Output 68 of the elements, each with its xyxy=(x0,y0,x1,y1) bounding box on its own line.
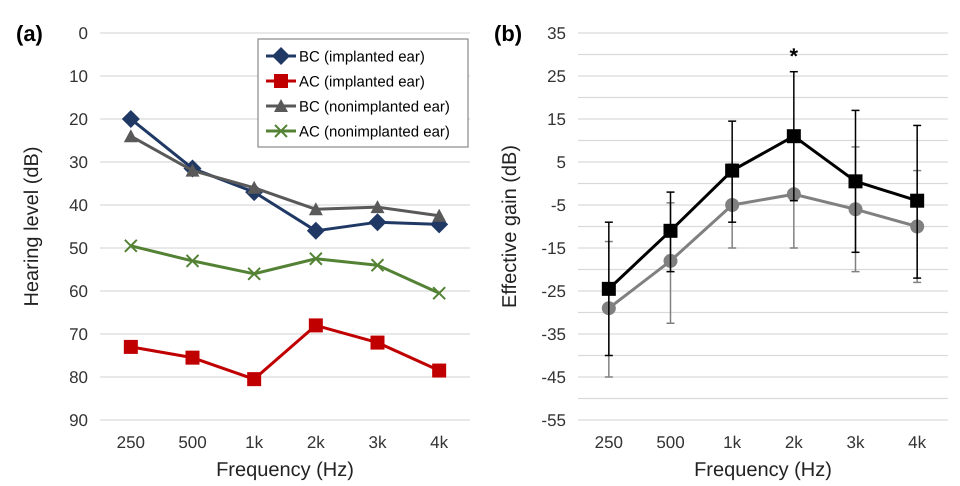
y-axis-title: Effective gain (dB) xyxy=(499,144,521,308)
legend-label: AC (nonimplanted ear) xyxy=(299,123,450,140)
point xyxy=(124,129,138,142)
y-tick-label: -55 xyxy=(541,410,566,430)
x-tick-label: 1k xyxy=(245,433,264,452)
y-tick-label: -45 xyxy=(541,368,566,387)
point xyxy=(306,222,325,240)
point xyxy=(247,266,262,281)
point xyxy=(186,254,200,268)
legend-label: BC (implanted ear) xyxy=(299,48,425,66)
point xyxy=(370,200,384,214)
y-tick-label: 20 xyxy=(69,110,88,129)
y-tick-label: 70 xyxy=(69,324,88,344)
point xyxy=(122,110,140,128)
y-tick-label: 50 xyxy=(69,238,88,258)
y-tick-label: 5 xyxy=(556,152,566,172)
point xyxy=(432,364,446,378)
x-axis-title: Frequency (Hz) xyxy=(694,459,832,481)
y-tick-label: 15 xyxy=(547,110,566,129)
x-tick-label: 4k xyxy=(430,433,449,452)
x-tick-label: 4k xyxy=(908,433,927,452)
y-tick-label: 25 xyxy=(547,66,566,86)
y-tick-label: -35 xyxy=(541,324,566,344)
point xyxy=(370,258,384,272)
chart-title: (a) xyxy=(16,21,43,46)
point xyxy=(848,174,862,188)
y-tick-label: 0 xyxy=(78,24,88,43)
x-tick-label: 500 xyxy=(178,433,207,452)
legend-label: AC (implanted ear) xyxy=(299,73,425,90)
x-tick-label: 3k xyxy=(368,433,387,452)
y-tick-label: 30 xyxy=(69,152,88,172)
point xyxy=(602,282,616,296)
x-tick-label: 3k xyxy=(846,433,865,452)
y-tick-label: 60 xyxy=(69,282,88,301)
point xyxy=(370,336,384,350)
x-tick-label: 2k xyxy=(784,433,804,452)
x-tick-label: 250 xyxy=(116,433,146,452)
point xyxy=(308,252,323,266)
point xyxy=(368,213,386,232)
annotation: * xyxy=(790,44,799,69)
point xyxy=(432,208,446,222)
y-tick-label: -25 xyxy=(541,282,566,301)
y-tick-label: 35 xyxy=(547,24,566,43)
y-tick-label: -5 xyxy=(550,196,566,215)
x-tick-label: 2k xyxy=(306,433,326,452)
y-tick-label: 10 xyxy=(69,66,88,86)
y-axis-title: Hearing level (dB) xyxy=(21,146,43,307)
point xyxy=(247,372,262,386)
y-tick-label: 80 xyxy=(69,368,88,387)
point xyxy=(308,318,323,332)
point xyxy=(308,202,323,216)
point xyxy=(664,224,678,238)
point xyxy=(124,340,138,354)
y-tick-label: 90 xyxy=(69,410,88,430)
x-tick-label: 1k xyxy=(723,433,742,452)
point xyxy=(124,238,138,253)
point xyxy=(786,129,801,144)
point xyxy=(725,164,740,178)
point xyxy=(432,286,446,300)
point xyxy=(910,194,924,208)
chart-title: (b) xyxy=(494,21,522,46)
x-tick-label: 500 xyxy=(656,433,685,452)
x-axis-title: Frequency (Hz) xyxy=(216,459,354,481)
y-tick-label: -15 xyxy=(541,238,566,258)
x-tick-label: 250 xyxy=(594,433,624,452)
legend-label: BC (nonimplanted ear) xyxy=(299,98,450,116)
point xyxy=(186,350,200,365)
y-tick-label: 40 xyxy=(69,196,88,215)
